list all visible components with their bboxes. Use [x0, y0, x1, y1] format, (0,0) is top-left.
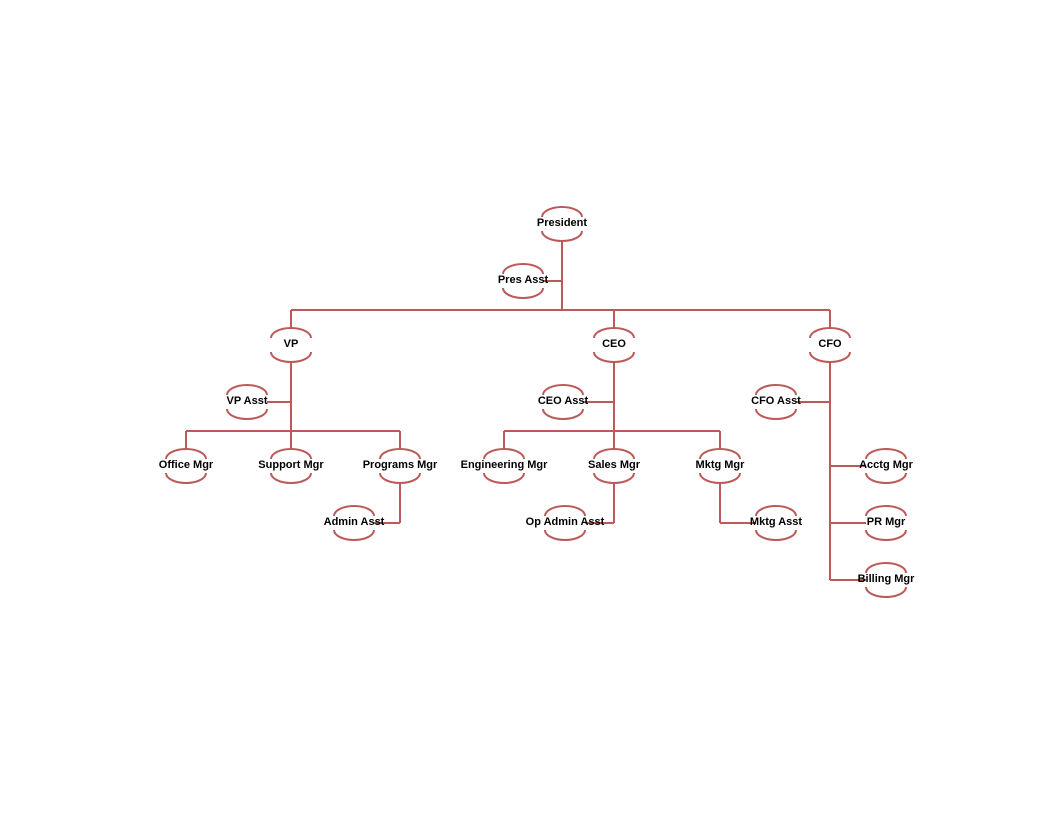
node-mktg-asst: Mktg Asst	[750, 516, 802, 528]
node-admin-asst: Admin Asst	[324, 516, 385, 528]
node-ceo-asst: CEO Asst	[538, 395, 588, 407]
node-billing-mgr: Billing Mgr	[858, 573, 915, 585]
node-cfo-asst: CFO Asst	[751, 395, 801, 407]
node-cfo: CFO	[818, 338, 841, 350]
node-ceo: CEO	[602, 338, 626, 350]
node-pr-mgr: PR Mgr	[867, 516, 906, 528]
node-pres-asst: Pres Asst	[498, 274, 548, 286]
node-acctg-mgr: Acctg Mgr	[859, 459, 913, 471]
node-mktg-mgr: Mktg Mgr	[696, 459, 745, 471]
node-vp-asst: VP Asst	[227, 395, 268, 407]
node-op-admin-asst: Op Admin Asst	[526, 516, 605, 528]
node-president: President	[537, 217, 587, 229]
node-sales-mgr: Sales Mgr	[588, 459, 640, 471]
node-vp: VP	[284, 338, 299, 350]
node-office-mgr: Office Mgr	[159, 459, 213, 471]
node-support-mgr: Support Mgr	[258, 459, 323, 471]
node-engineering-mgr: Engineering Mgr	[461, 459, 548, 471]
node-programs-mgr: Programs Mgr	[363, 459, 438, 471]
org-chart	[0, 0, 1057, 817]
